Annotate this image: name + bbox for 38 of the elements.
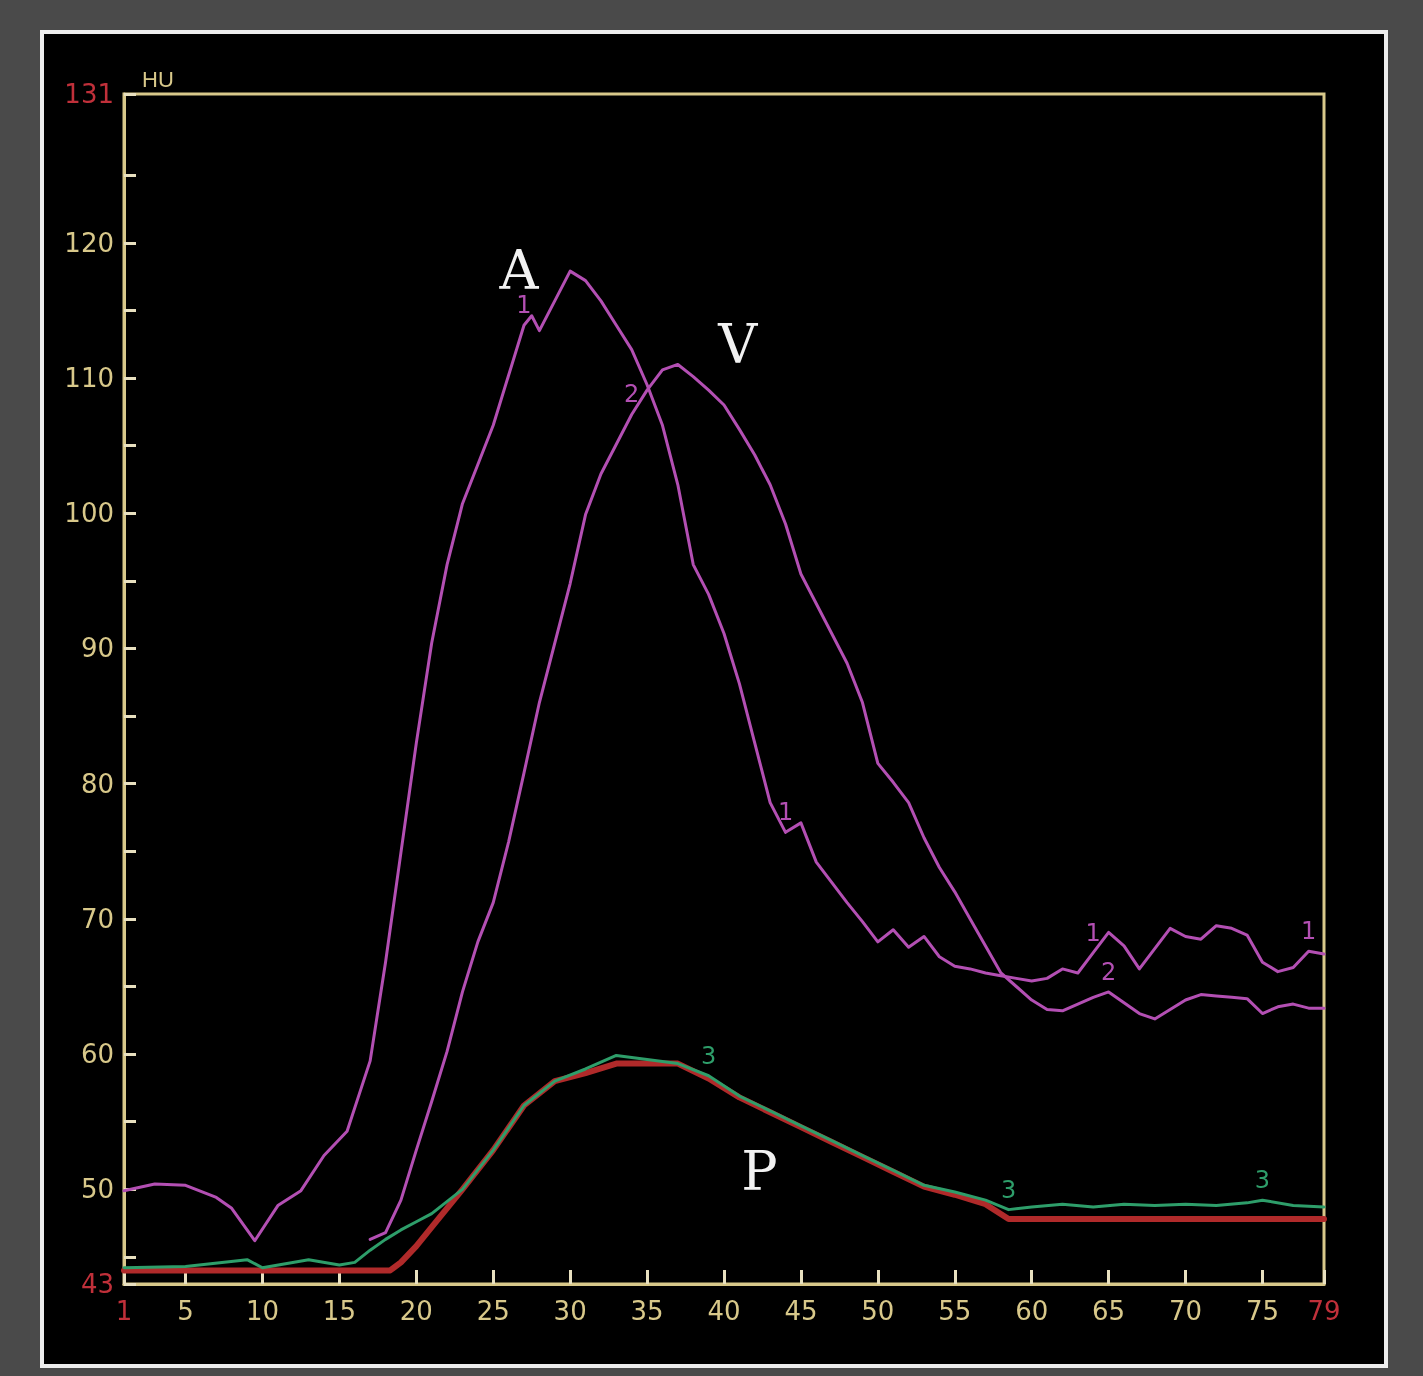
annotation: V [717,312,759,376]
x-tick-label: 1 [115,1296,133,1326]
x-tick-label: 50 [861,1296,895,1326]
x-tick-label: 60 [1015,1296,1049,1326]
x-tick-label: 70 [1168,1296,1203,1326]
y-tick-label: 43 [80,1269,114,1299]
y-tick-label: 60 [80,1039,114,1070]
x-tick-label: 5 [177,1296,194,1326]
x-tick-label: 15 [322,1296,356,1326]
annotation: P [741,1139,778,1203]
y-tick-label: 131 [64,79,114,109]
x-tick-label: 40 [707,1296,741,1326]
y-tick-label: 90 [80,633,114,664]
y-tick-label: 110 [64,362,114,393]
series-label: 3 [1000,1175,1017,1204]
x-tick-label: 75 [1245,1296,1280,1326]
y-tick-label: 120 [64,227,114,258]
x-tick-label: 65 [1092,1296,1126,1326]
y-tick-label: 80 [80,768,114,799]
x-tick-label: 55 [938,1296,972,1326]
text: 3 [700,1041,717,1070]
series-label: 2 [624,380,640,409]
y-tick-label: 50 [80,1174,114,1205]
y-tick-label: 70 [80,903,114,934]
y-tick-label: 100 [64,498,114,529]
x-tick-label: 35 [630,1296,664,1326]
text: 2 [1100,957,1117,986]
x-tick-label: 20 [399,1296,433,1326]
x-tick-label: 45 [784,1296,818,1326]
text: 1 [1085,918,1101,947]
y-axis-title: HU [142,66,174,92]
x-tick-label: 25 [476,1296,510,1326]
series-label: 1 [777,798,794,827]
text: 3 [1254,1166,1271,1195]
x-tick-label: 30 [553,1296,587,1326]
text: 1 [1300,917,1317,946]
x-tick-label: 10 [245,1296,280,1326]
x-tick-label: 79 [1307,1296,1341,1326]
